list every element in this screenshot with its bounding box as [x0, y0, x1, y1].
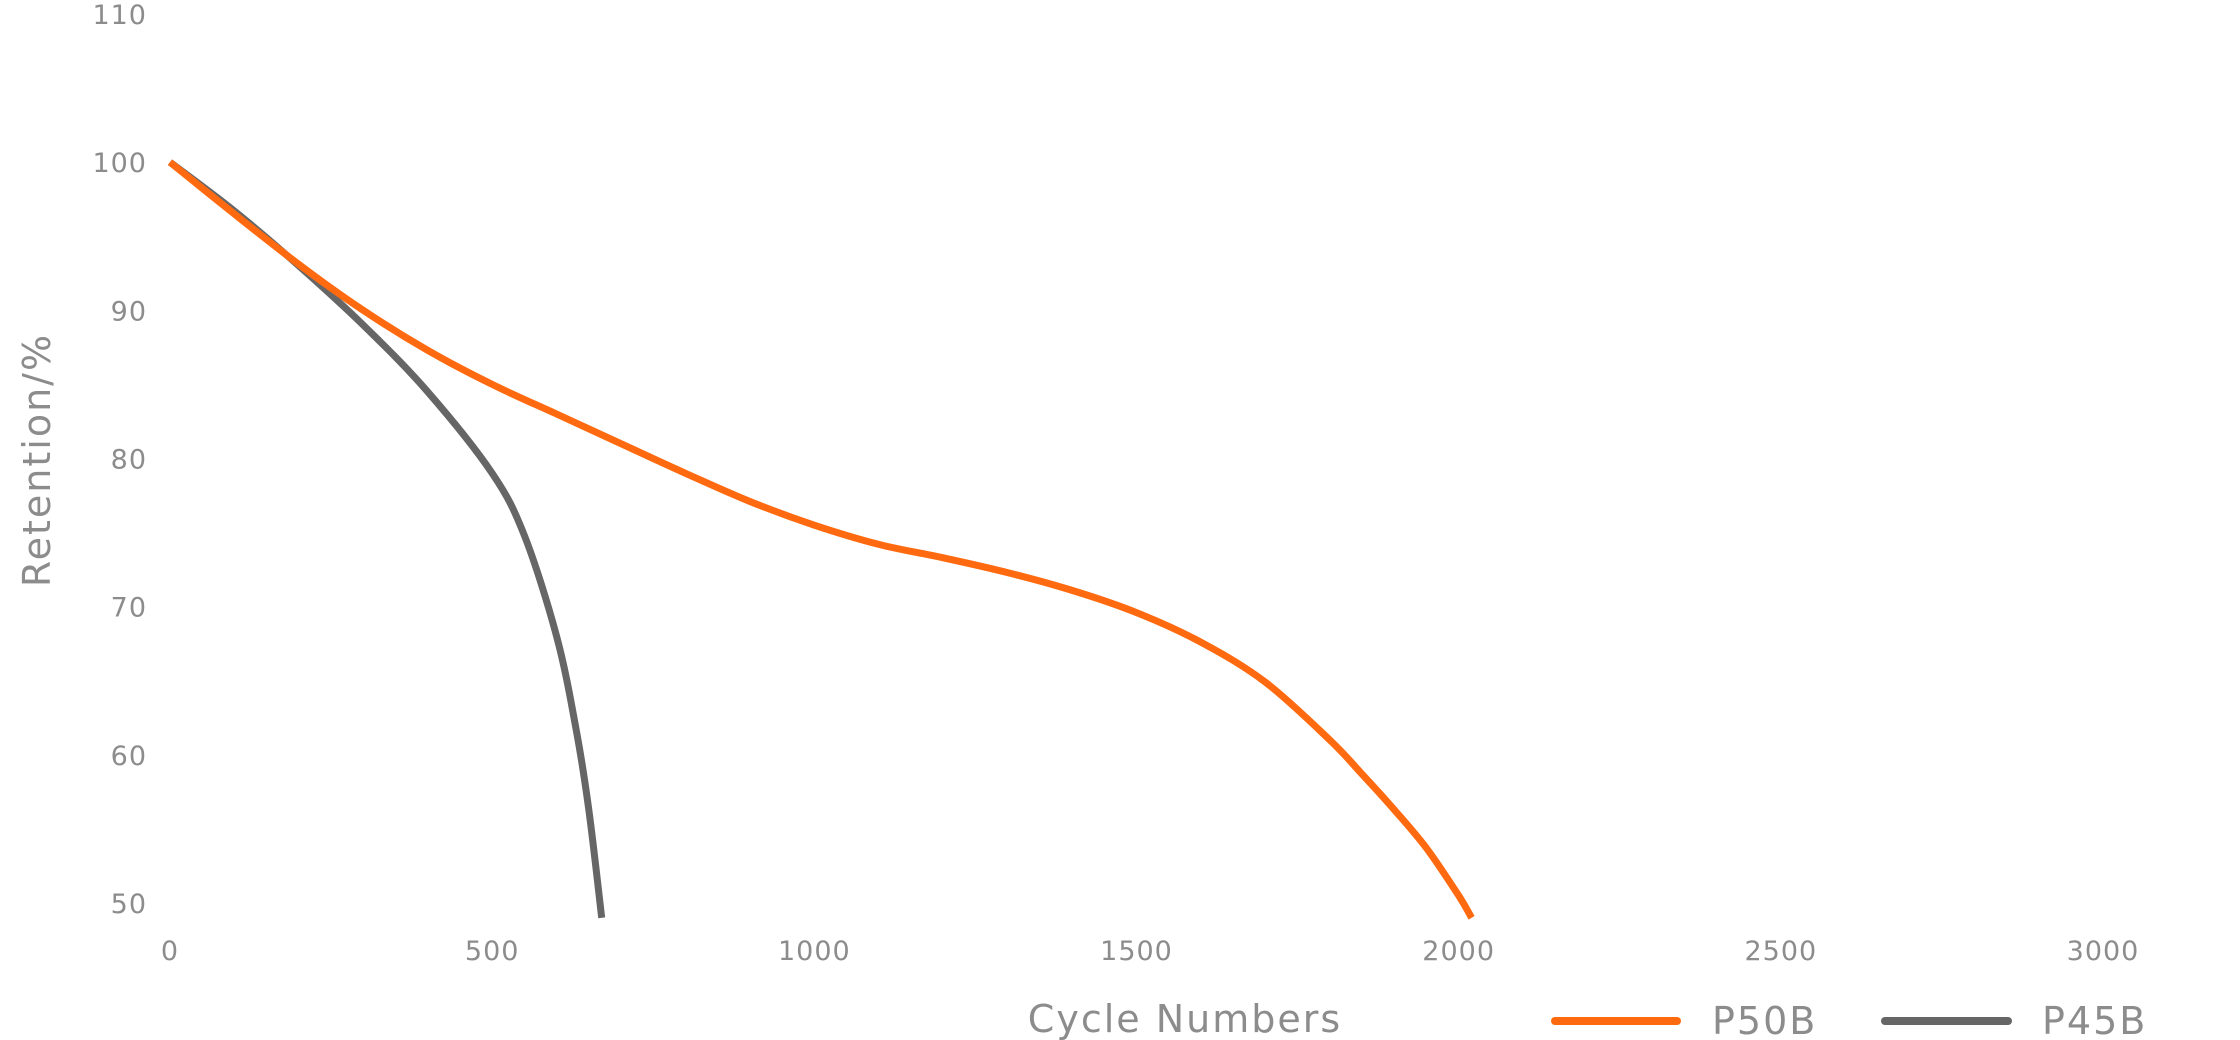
y-tick-label: 80: [111, 445, 147, 476]
x-tick-label: 0: [161, 936, 179, 967]
x-tick-label: 1000: [778, 936, 851, 967]
y-tick-label: 70: [111, 593, 147, 624]
x-tick-label: 2500: [1744, 936, 1817, 967]
x-axis-title: Cycle Numbers: [1028, 997, 1342, 1040]
y-tick-label: 60: [111, 741, 147, 772]
x-tick-label: 2000: [1422, 936, 1495, 967]
y-axis-ticks: 50 60 70 80 90 100 110: [92, 0, 147, 920]
x-axis-ticks: 0 500 1000 1500 2000 2500 3000: [161, 936, 2140, 967]
y-tick-label: 110: [92, 0, 147, 31]
legend-label-p45b: P45B: [2042, 999, 2147, 1040]
y-tick-label: 100: [92, 148, 147, 179]
legend: P50B P45B: [1551, 999, 2147, 1040]
plot-area: [167, 159, 1475, 920]
y-axis-title: Retention/%: [15, 333, 59, 587]
x-tick-label: 3000: [2067, 936, 2140, 967]
series-line-p50b: [167, 159, 1475, 920]
series-line-p45b: [167, 159, 606, 919]
legend-label-p50b: P50B: [1712, 999, 1817, 1040]
x-tick-label: 500: [465, 936, 520, 967]
x-tick-label: 1500: [1100, 936, 1173, 967]
y-tick-label: 50: [111, 889, 147, 920]
y-tick-label: 90: [111, 296, 147, 327]
